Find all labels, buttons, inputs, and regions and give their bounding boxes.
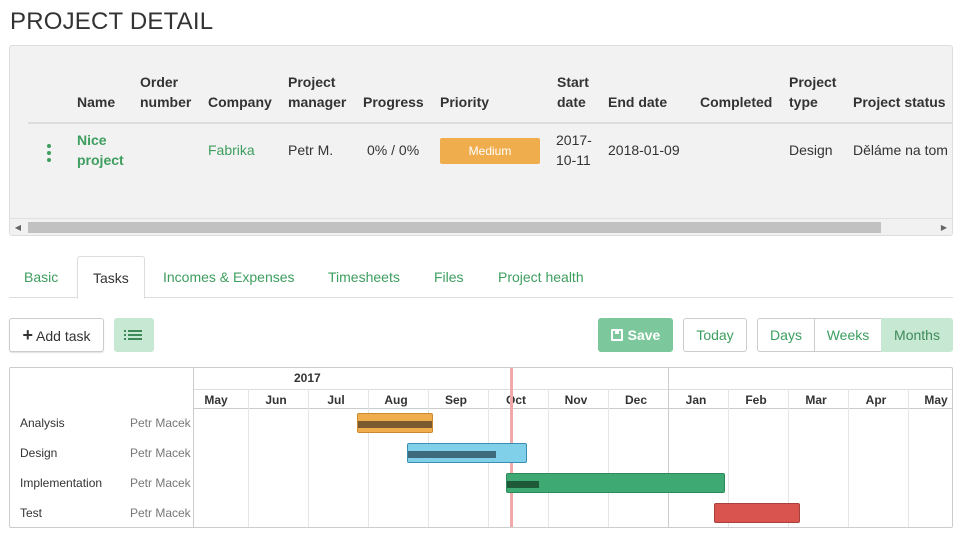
month-label: Aug [384, 393, 408, 407]
column-header-manager-line2[interactable]: manager [288, 94, 347, 110]
progress-value: 0% / 0% [367, 142, 420, 158]
column-header-progress[interactable]: Progress [363, 94, 424, 110]
column-header-completed[interactable]: Completed [700, 94, 773, 110]
task-progress [507, 481, 539, 488]
header-divider [28, 122, 952, 124]
start-date-line1: 2017- [556, 132, 592, 148]
task-name[interactable]: Analysis [20, 416, 65, 430]
column-header-end-date[interactable]: End date [608, 94, 668, 110]
gantt-chart: 2017 May Jun Jul Aug Sep Oct Nov Dec Jan Feb Mar Ap… [9, 367, 953, 528]
month-grid-line [608, 389, 609, 527]
task-progress [408, 451, 496, 458]
grid-divider [193, 368, 194, 527]
start-date-line2: 10-11 [556, 152, 591, 168]
project-name-link-line1[interactable]: Nice [77, 132, 107, 148]
add-task-label: Add task [36, 328, 91, 344]
month-grid-line [728, 389, 729, 527]
column-header-start-date-line1[interactable]: Start [557, 74, 589, 90]
month-label: Apr [865, 393, 887, 407]
end-date: 2018-01-09 [608, 142, 680, 158]
scale-divider [194, 408, 952, 409]
column-header-start-date-line2[interactable]: date [557, 94, 586, 110]
column-header-type-line1[interactable]: Project [789, 74, 837, 90]
year-boundary-line [668, 368, 669, 527]
task-progress [358, 421, 432, 428]
project-type: Design [789, 142, 833, 158]
priority-badge: Medium [440, 138, 540, 164]
tab-timesheets[interactable]: Timesheets [328, 269, 400, 285]
save-button[interactable]: Save [598, 318, 673, 352]
month-label: Mar [805, 393, 827, 407]
task-owner: Petr Macek [130, 476, 191, 490]
task-bar-design[interactable] [407, 443, 527, 463]
project-name-link-line2[interactable]: project [77, 152, 124, 168]
task-bar-implementation[interactable] [506, 473, 725, 493]
month-label: Oct [505, 393, 526, 407]
column-header-company[interactable]: Company [208, 94, 272, 110]
tab-project-health[interactable]: Project health [498, 269, 584, 285]
task-bar-test[interactable] [714, 503, 800, 523]
column-header-type-line2[interactable]: type [789, 94, 818, 110]
month-label: Jul [327, 393, 345, 407]
scale-weeks-button[interactable]: Weeks [814, 318, 882, 352]
month-label: May [924, 393, 948, 407]
scale-days-button[interactable]: Days [757, 318, 815, 352]
month-grid-line [308, 389, 309, 527]
row-menu-icon[interactable] [44, 144, 54, 162]
add-task-button[interactable]: + Add task [9, 318, 104, 352]
company-link[interactable]: Fabrika [208, 142, 255, 158]
column-header-project-status[interactable]: Project status [853, 94, 946, 110]
list-icon [124, 330, 142, 341]
month-label: Jan [685, 393, 707, 407]
scrollbar-thumb[interactable] [28, 222, 881, 233]
horizontal-scrollbar[interactable]: ◀ ▶ [10, 218, 952, 235]
task-owner: Petr Macek [130, 446, 191, 460]
task-name[interactable]: Test [20, 506, 43, 520]
month-label: May [204, 393, 228, 407]
project-status: Děláme na tom [853, 142, 948, 158]
task-owner: Petr Macek [130, 416, 191, 430]
project-table: Name Order number Company Project manage… [9, 45, 953, 236]
month-label: Dec [624, 393, 647, 407]
month-grid-line [548, 389, 549, 527]
task-name[interactable]: Design [20, 446, 58, 460]
list-view-button[interactable] [114, 318, 154, 352]
month-grid-line [908, 389, 909, 527]
scroll-right-icon[interactable]: ▶ [940, 223, 948, 232]
task-bar-analysis[interactable] [357, 413, 433, 433]
month-grid-line [368, 389, 369, 527]
task-name[interactable]: Implementation [20, 476, 103, 490]
tab-basic[interactable]: Basic [24, 269, 59, 285]
column-header-priority[interactable]: Priority [440, 94, 490, 110]
month-label: Nov [564, 393, 588, 407]
scroll-left-icon[interactable]: ◀ [14, 223, 22, 232]
month-grid-line [248, 389, 249, 527]
save-label: Save [627, 327, 661, 343]
month-grid-line [848, 389, 849, 527]
year-row-divider [194, 389, 952, 390]
tab-incomes-expenses[interactable]: Incomes & Expenses [163, 269, 295, 285]
page-title: PROJECT DETAIL [10, 8, 214, 35]
column-header-order-number-line2[interactable]: number [140, 94, 192, 110]
month-label: Sep [444, 393, 467, 407]
tab-bar: Basic Tasks Incomes & Expenses Timesheet… [9, 256, 953, 299]
floppy-disk-icon [610, 329, 623, 341]
column-header-order-number-line1[interactable]: Order [140, 74, 179, 90]
column-header-manager-line1[interactable]: Project [288, 74, 336, 90]
project-manager: Petr M. [288, 142, 334, 158]
task-owner: Petr Macek [130, 506, 191, 520]
tab-files[interactable]: Files [434, 269, 464, 285]
year-label: 2017 [294, 371, 321, 385]
plus-icon: + [22, 325, 34, 345]
column-header-name[interactable]: Name [77, 94, 116, 110]
today-button[interactable]: Today [683, 318, 747, 352]
scale-months-button[interactable]: Months [881, 318, 953, 352]
month-grid-line [788, 389, 789, 527]
month-label: Feb [745, 393, 767, 407]
month-label: Jun [265, 393, 287, 407]
tab-tasks[interactable]: Tasks [77, 256, 145, 299]
